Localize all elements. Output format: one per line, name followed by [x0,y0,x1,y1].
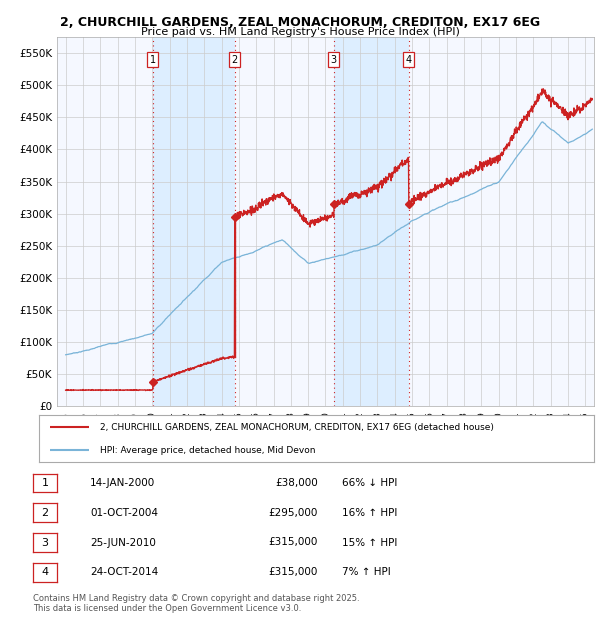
Text: Contains HM Land Registry data © Crown copyright and database right 2025.: Contains HM Land Registry data © Crown c… [33,593,359,603]
Text: 15% ↑ HPI: 15% ↑ HPI [342,538,397,547]
Text: £315,000: £315,000 [269,538,318,547]
Text: 66% ↓ HPI: 66% ↓ HPI [342,478,397,488]
Text: 3: 3 [331,55,337,64]
Text: £295,000: £295,000 [269,508,318,518]
Text: 16% ↑ HPI: 16% ↑ HPI [342,508,397,518]
Text: This data is licensed under the Open Government Licence v3.0.: This data is licensed under the Open Gov… [33,603,301,613]
Text: 25-JUN-2010: 25-JUN-2010 [90,538,156,547]
Text: 2, CHURCHILL GARDENS, ZEAL MONACHORUM, CREDITON, EX17 6EG: 2, CHURCHILL GARDENS, ZEAL MONACHORUM, C… [60,16,540,29]
Text: 7% ↑ HPI: 7% ↑ HPI [342,567,391,577]
Text: 2, CHURCHILL GARDENS, ZEAL MONACHORUM, CREDITON, EX17 6EG (detached house): 2, CHURCHILL GARDENS, ZEAL MONACHORUM, C… [100,422,494,432]
Text: £38,000: £38,000 [275,478,318,488]
Text: HPI: Average price, detached house, Mid Devon: HPI: Average price, detached house, Mid … [100,446,316,455]
Text: 2: 2 [41,508,49,518]
Text: 1: 1 [41,478,49,488]
Text: 1: 1 [150,55,156,64]
Text: 24-OCT-2014: 24-OCT-2014 [90,567,158,577]
Text: 3: 3 [41,538,49,547]
Text: 01-OCT-2004: 01-OCT-2004 [90,508,158,518]
Text: 4: 4 [41,567,49,577]
Text: 2: 2 [232,55,238,64]
Text: 4: 4 [406,55,412,64]
Text: 14-JAN-2000: 14-JAN-2000 [90,478,155,488]
Text: £315,000: £315,000 [269,567,318,577]
Bar [334,37,409,406]
Bar [153,37,235,406]
Text: Price paid vs. HM Land Registry's House Price Index (HPI): Price paid vs. HM Land Registry's House … [140,27,460,37]
